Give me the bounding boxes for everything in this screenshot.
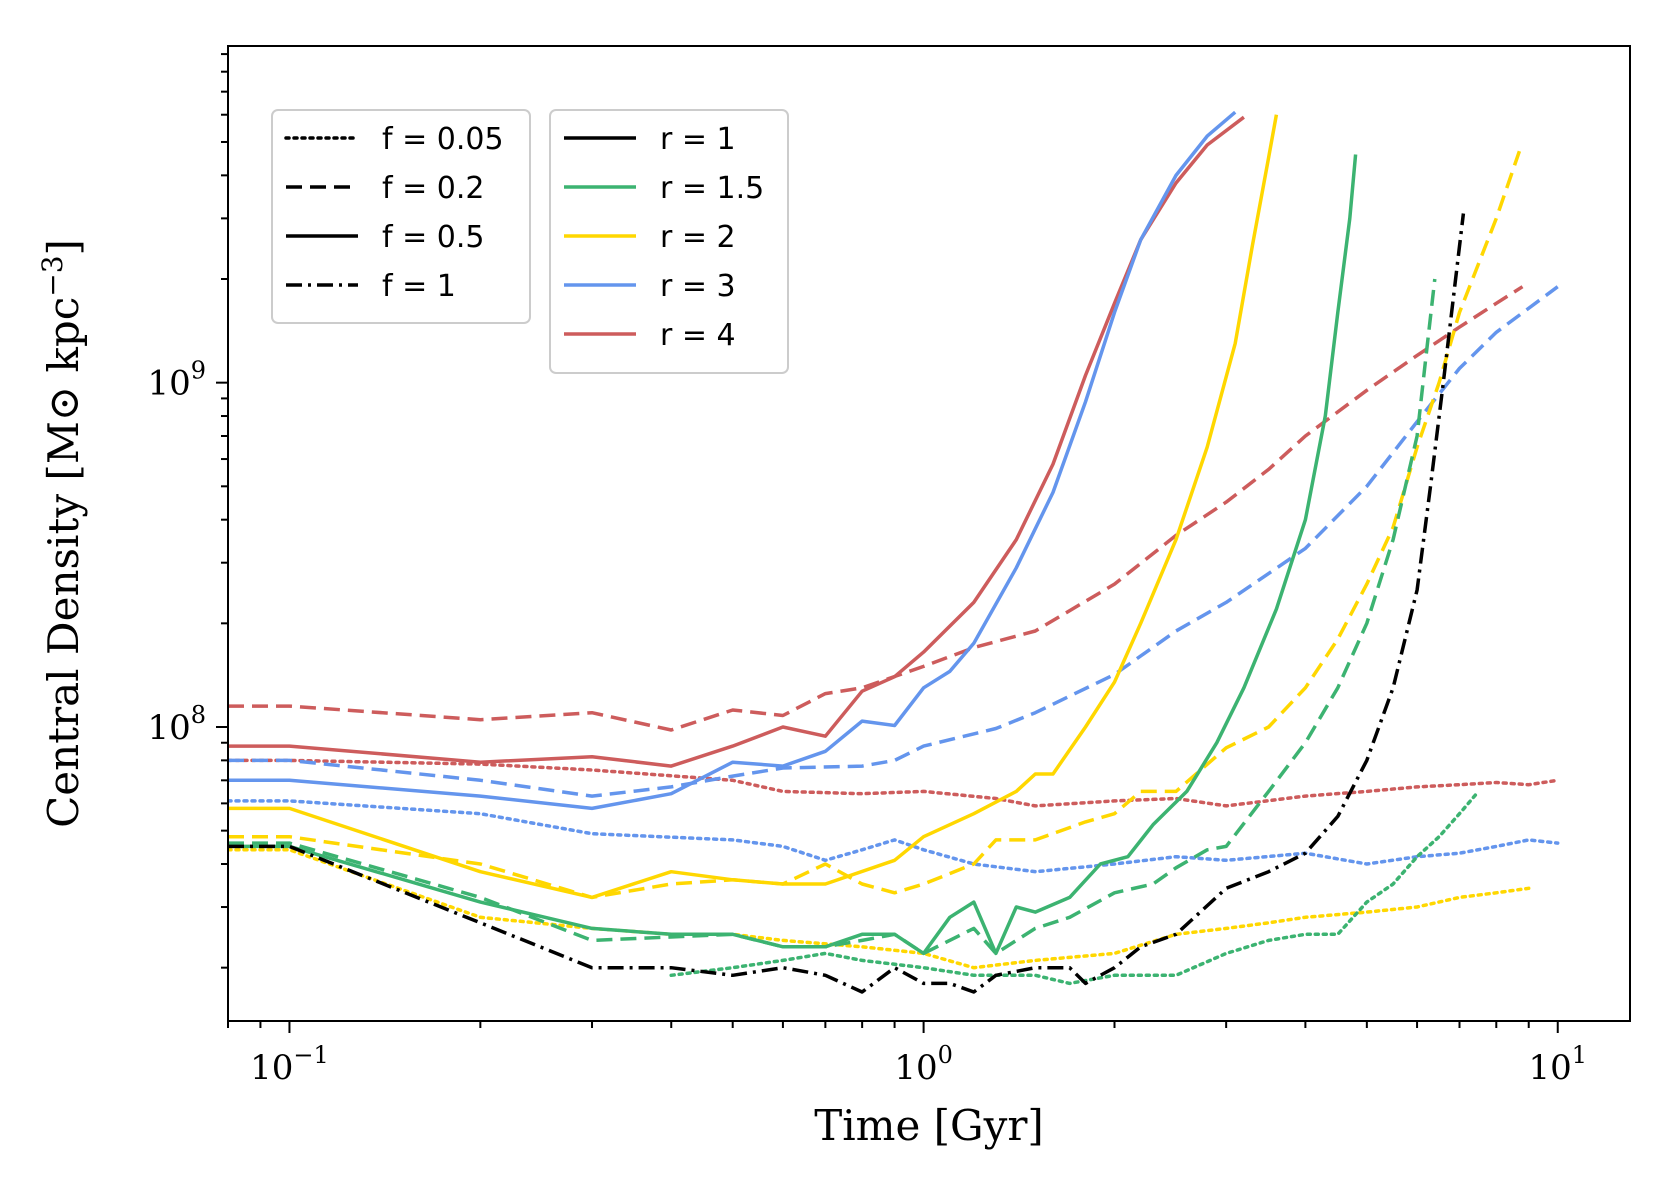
y-axis-label: Central Density [M⊙ kpc−3] bbox=[36, 239, 88, 828]
series-layer bbox=[228, 110, 1560, 994]
series-line-3 bbox=[228, 758, 1560, 808]
plot-frame bbox=[227, 45, 1631, 1022]
series-line-13 bbox=[228, 213, 1466, 994]
legend-label: f = 0.05 bbox=[382, 122, 504, 157]
series-line-1 bbox=[228, 285, 1524, 732]
legend-frame bbox=[271, 109, 531, 324]
x-tick-label: 101 bbox=[1528, 1041, 1587, 1088]
legend-linestyle: f = 0.05 f = 0.2 f = 0.5 f = 1 bbox=[271, 109, 531, 324]
y-tick-label: 108 bbox=[147, 701, 206, 748]
series-line-10 bbox=[228, 154, 1358, 956]
x-axis-label: Time [Gyr] bbox=[814, 1101, 1044, 1150]
series-line-8 bbox=[228, 150, 1522, 900]
x-tick-label: 10−1 bbox=[250, 1041, 329, 1088]
legend-frame bbox=[549, 109, 789, 374]
y-tick-label: 109 bbox=[147, 357, 206, 404]
legend-label: r = 3 bbox=[660, 269, 736, 304]
legend-label: r = 2 bbox=[660, 220, 736, 255]
series-line-4 bbox=[228, 285, 1559, 798]
series-line-11 bbox=[228, 278, 1437, 956]
series-line-7 bbox=[228, 114, 1279, 900]
series-line-12 bbox=[669, 789, 1481, 986]
legend-label: f = 0.2 bbox=[382, 171, 484, 206]
legend-label: r = 4 bbox=[660, 318, 736, 353]
ticks-layer: 10−1 100 101 108 109 bbox=[147, 53, 1587, 1088]
x-tick-label: 100 bbox=[894, 1041, 953, 1088]
series-line-6 bbox=[228, 799, 1560, 874]
legend-label: f = 0.5 bbox=[382, 220, 484, 255]
legend-color: r = 1 r = 1.5 r = 2 r = 3 r = 4 bbox=[549, 109, 789, 374]
legend-label: r = 1 bbox=[660, 122, 736, 157]
legend-label: r = 1.5 bbox=[660, 171, 764, 206]
legend-label: f = 1 bbox=[382, 269, 456, 304]
series-line-5 bbox=[228, 110, 1237, 811]
